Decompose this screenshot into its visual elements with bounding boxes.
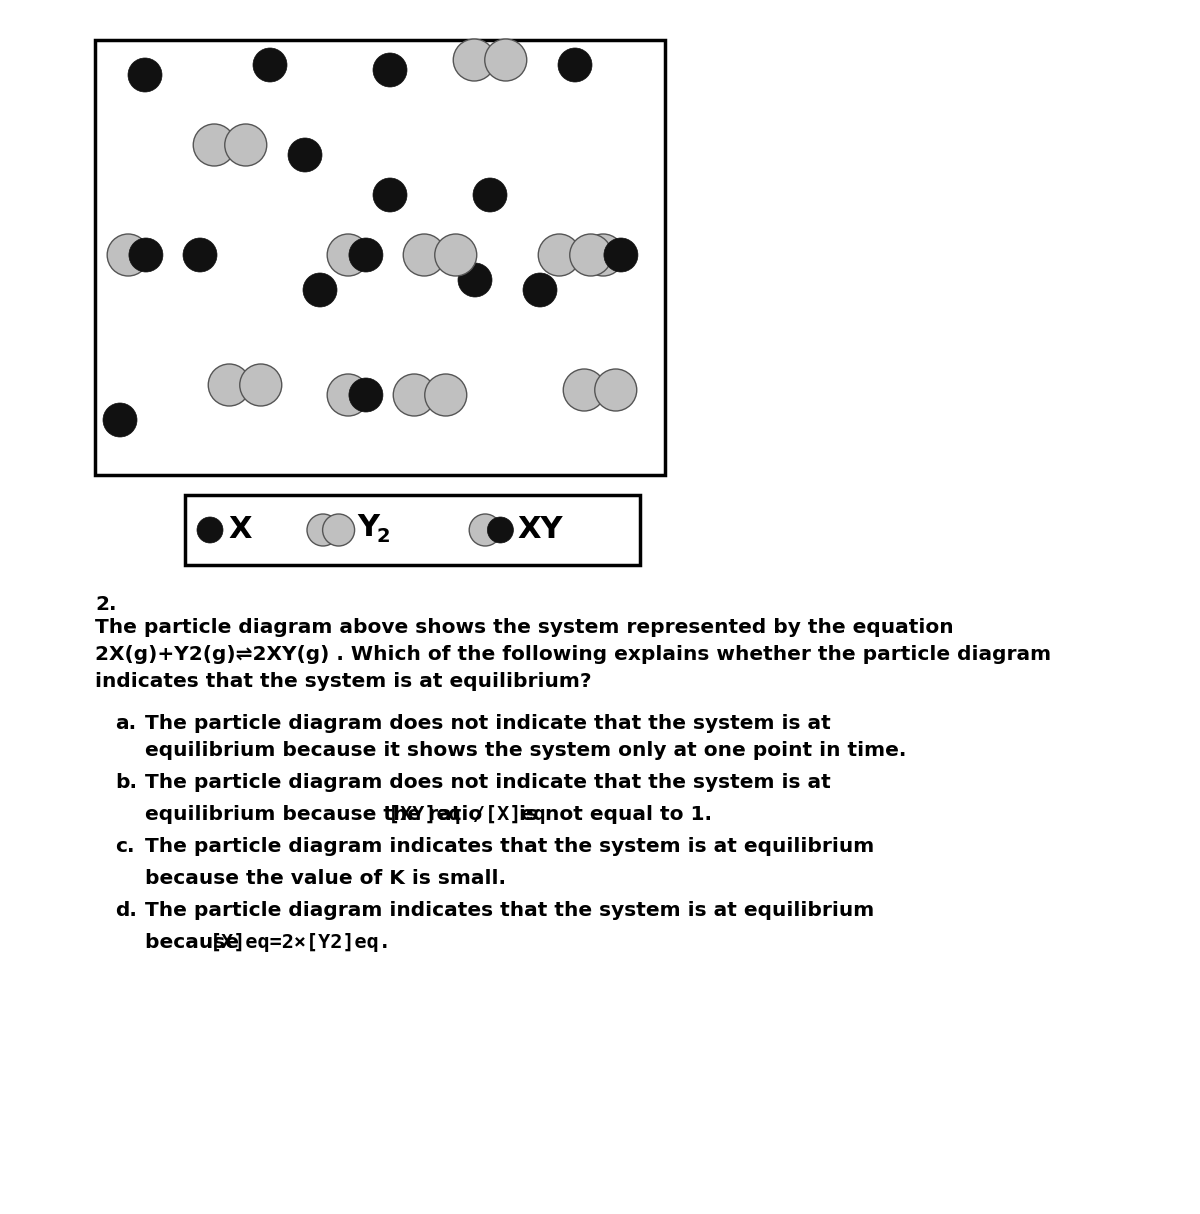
Circle shape bbox=[604, 238, 638, 272]
Circle shape bbox=[328, 234, 370, 276]
Text: d.: d. bbox=[115, 901, 137, 920]
Circle shape bbox=[403, 234, 445, 276]
Circle shape bbox=[323, 514, 355, 546]
Text: The particle diagram does not indicate that the system is at: The particle diagram does not indicate t… bbox=[145, 714, 830, 733]
Text: because the value of K is small.: because the value of K is small. bbox=[145, 869, 506, 887]
Circle shape bbox=[349, 238, 383, 272]
Circle shape bbox=[425, 374, 467, 416]
Circle shape bbox=[558, 49, 592, 83]
Circle shape bbox=[434, 234, 476, 276]
Circle shape bbox=[107, 234, 149, 276]
Circle shape bbox=[307, 514, 340, 546]
Circle shape bbox=[469, 514, 502, 546]
Circle shape bbox=[373, 178, 407, 212]
Circle shape bbox=[103, 403, 137, 437]
Circle shape bbox=[240, 364, 282, 405]
Circle shape bbox=[209, 364, 251, 405]
Circle shape bbox=[197, 517, 223, 543]
Bar bbox=[95, 40, 665, 475]
Text: c.: c. bbox=[115, 836, 134, 856]
Circle shape bbox=[487, 517, 514, 543]
Text: equilibrium because it shows the system only at one point in time.: equilibrium because it shows the system … bbox=[145, 741, 906, 760]
Text: because: because bbox=[145, 934, 246, 952]
Circle shape bbox=[473, 178, 508, 212]
Circle shape bbox=[288, 138, 322, 172]
Circle shape bbox=[182, 238, 217, 272]
Circle shape bbox=[570, 234, 612, 276]
Circle shape bbox=[128, 58, 162, 92]
Circle shape bbox=[193, 124, 235, 166]
Text: indicates that the system is at equilibrium?: indicates that the system is at equilibr… bbox=[95, 673, 592, 691]
Text: The particle diagram indicates that the system is at equilibrium: The particle diagram indicates that the … bbox=[145, 901, 875, 920]
Text: The particle diagram does not indicate that the system is at: The particle diagram does not indicate t… bbox=[145, 773, 830, 792]
Circle shape bbox=[539, 234, 581, 276]
Circle shape bbox=[485, 39, 527, 81]
Text: a.: a. bbox=[115, 714, 136, 733]
Text: The particle diagram indicates that the system is at equilibrium: The particle diagram indicates that the … bbox=[145, 836, 875, 856]
Text: X: X bbox=[228, 516, 252, 545]
Circle shape bbox=[253, 49, 287, 83]
Text: XY: XY bbox=[517, 516, 563, 545]
Text: The particle diagram above shows the system represented by the equation: The particle diagram above shows the sys… bbox=[95, 618, 954, 637]
Text: Y: Y bbox=[358, 514, 379, 543]
Text: is not equal to 1.: is not equal to 1. bbox=[511, 805, 712, 824]
Circle shape bbox=[394, 374, 436, 416]
Circle shape bbox=[373, 53, 407, 87]
Circle shape bbox=[349, 378, 383, 412]
Text: b.: b. bbox=[115, 773, 137, 792]
Circle shape bbox=[224, 124, 266, 166]
Circle shape bbox=[302, 273, 337, 307]
Circle shape bbox=[582, 234, 624, 276]
Text: [XY]eq /[X]eq: [XY]eq /[X]eq bbox=[388, 805, 546, 824]
Circle shape bbox=[563, 369, 605, 412]
Text: equilibrium because the ratio: equilibrium because the ratio bbox=[145, 805, 490, 824]
Circle shape bbox=[128, 238, 163, 272]
Text: 2.: 2. bbox=[95, 595, 116, 614]
Circle shape bbox=[458, 263, 492, 297]
Text: [X]eq=2×[Y2]eq.: [X]eq=2×[Y2]eq. bbox=[210, 934, 391, 952]
Text: 2: 2 bbox=[377, 528, 390, 546]
Circle shape bbox=[595, 369, 637, 412]
Circle shape bbox=[523, 273, 557, 307]
Circle shape bbox=[454, 39, 496, 81]
Text: 2X(g)+Y2(g)⇌2XY(g) . Which of the following explains whether the particle diagra: 2X(g)+Y2(g)⇌2XY(g) . Which of the follow… bbox=[95, 645, 1051, 664]
Bar bbox=[185, 495, 640, 565]
Circle shape bbox=[328, 374, 370, 416]
